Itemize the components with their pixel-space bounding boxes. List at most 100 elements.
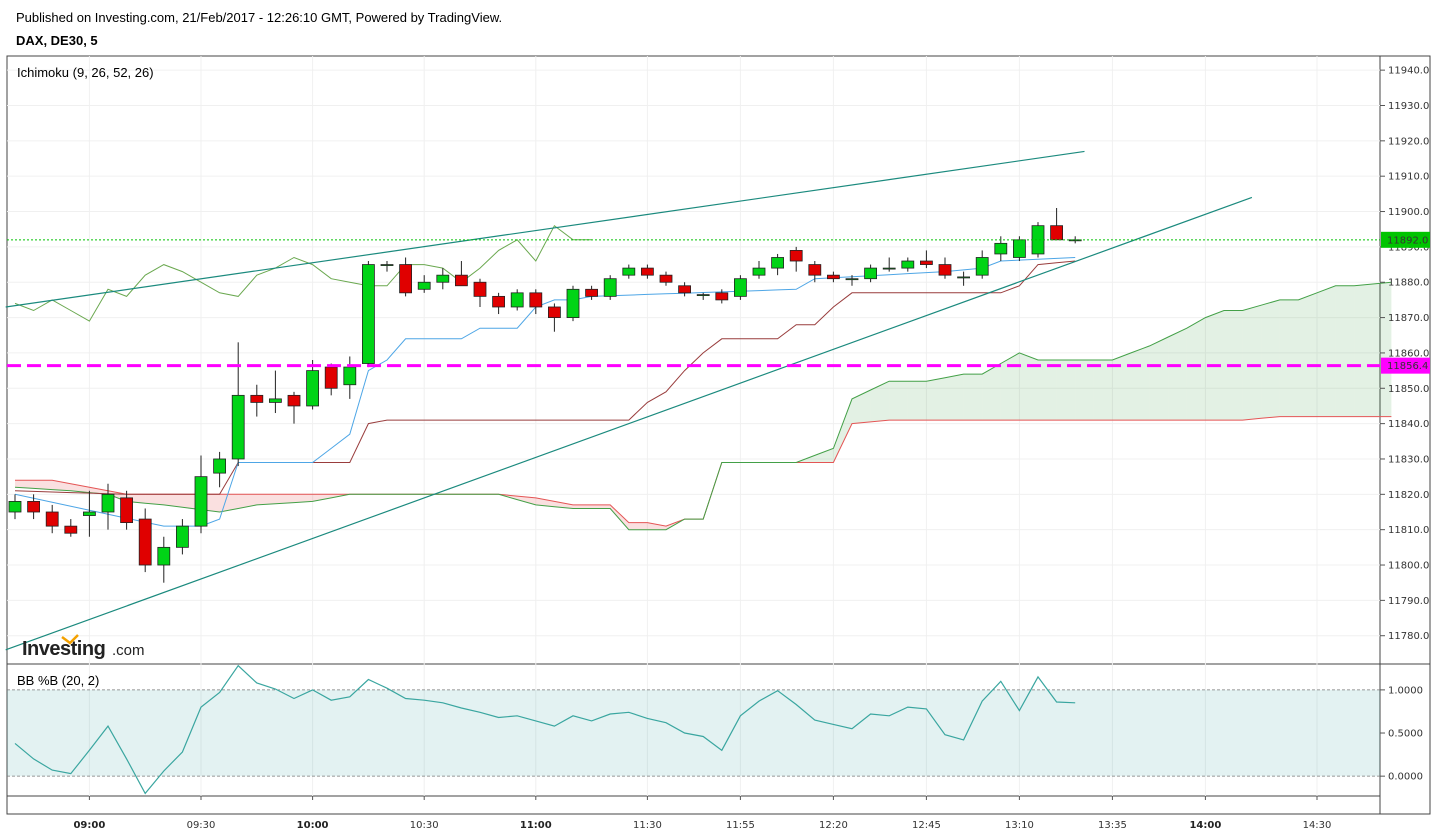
candle[interactable]: [436, 268, 450, 290]
candle-body: [864, 267, 877, 280]
candle[interactable]: [938, 257, 952, 279]
candle[interactable]: [827, 271, 840, 283]
candle-body: [268, 398, 282, 403]
price-tick-label: 11780.0: [1388, 631, 1429, 642]
cloud-segment: [1242, 305, 1262, 421]
candle[interactable]: [194, 455, 208, 534]
candle[interactable]: [808, 261, 822, 283]
overlays: [5, 150, 1380, 651]
cloud-segment: [870, 381, 890, 422]
candle[interactable]: [157, 536, 171, 583]
candle[interactable]: [548, 303, 561, 332]
candlesticks[interactable]: [8, 208, 1082, 583]
candle[interactable]: [1031, 222, 1045, 258]
candle[interactable]: [920, 250, 933, 269]
candle[interactable]: [864, 264, 877, 283]
candle-body: [808, 264, 822, 276]
cloud-segment: [1168, 328, 1187, 421]
cloud-segment: [163, 494, 183, 508]
candle[interactable]: [361, 261, 375, 368]
cloud-segment: [219, 494, 239, 512]
candle[interactable]: [45, 504, 59, 534]
candle-body: [957, 276, 970, 279]
candle[interactable]: [641, 264, 654, 279]
candle[interactable]: [231, 342, 245, 467]
candle[interactable]: [845, 275, 859, 286]
candle[interactable]: [175, 519, 189, 555]
candle[interactable]: [101, 483, 115, 530]
candle[interactable]: [882, 257, 896, 272]
candle[interactable]: [771, 253, 784, 276]
candle-body: [380, 264, 394, 266]
candle[interactable]: [789, 246, 803, 272]
candle[interactable]: [603, 275, 617, 300]
price-axis[interactable]: 11780.0 11790.0 11800.0 11810.0 11820.0 11830…: [1380, 66, 1430, 643]
support-tag: [1381, 357, 1430, 374]
candle[interactable]: [585, 285, 598, 300]
candle[interactable]: [27, 494, 41, 520]
candle[interactable]: [752, 261, 766, 279]
time-axis[interactable]: 09:00 09:30 10:00 10:30 11:00 11:30 11:55 12:20…: [73, 796, 1331, 831]
candle-body: [492, 295, 506, 308]
candle[interactable]: [213, 451, 227, 488]
candle-body: [343, 366, 357, 386]
candle[interactable]: [473, 278, 487, 307]
candle[interactable]: [492, 292, 506, 315]
candle[interactable]: [8, 494, 22, 520]
candle[interactable]: [343, 356, 357, 399]
candle[interactable]: [678, 282, 691, 297]
candle[interactable]: [454, 261, 468, 287]
candle[interactable]: [250, 384, 264, 417]
candle[interactable]: [399, 257, 413, 297]
cloud-segment: [982, 363, 1001, 421]
cloud-segment: [1261, 299, 1280, 419]
candle[interactable]: [994, 236, 1008, 262]
candle[interactable]: [734, 275, 747, 300]
candle[interactable]: [975, 250, 989, 279]
candle-body: [641, 267, 654, 276]
senkou-span-a-line: [14, 281, 1392, 531]
candle[interactable]: [417, 275, 431, 293]
candle[interactable]: [957, 271, 970, 286]
candle[interactable]: [659, 271, 673, 286]
candle[interactable]: [306, 360, 320, 410]
candle[interactable]: [901, 257, 915, 272]
candle-body: [27, 500, 41, 513]
candle[interactable]: [1050, 208, 1063, 241]
price-tick-label: 11810.0: [1388, 525, 1429, 536]
cloud-segment: [1354, 284, 1373, 417]
cloud-segment: [294, 494, 313, 503]
ichimoku-lines: [14, 224, 1392, 531]
candle[interactable]: [138, 508, 152, 573]
candle[interactable]: [380, 261, 394, 272]
cloud-segment: [1372, 282, 1392, 417]
candle-body: [157, 546, 171, 566]
candle[interactable]: [715, 289, 729, 304]
price-tick-label: 11910.0: [1388, 172, 1429, 183]
time-tick-label: 12:45: [912, 820, 941, 831]
candle[interactable]: [510, 289, 524, 311]
candle[interactable]: [529, 289, 543, 315]
candle[interactable]: [566, 285, 580, 322]
price-tick-label: 11800.0: [1388, 561, 1429, 572]
candle[interactable]: [268, 370, 282, 414]
candle-body: [213, 458, 227, 474]
kijun-sen-line: [14, 260, 1076, 495]
candle[interactable]: [696, 292, 710, 300]
candle-body: [175, 525, 189, 548]
candle-body: [8, 500, 22, 513]
candle[interactable]: [622, 264, 636, 279]
candle[interactable]: [120, 490, 133, 530]
grid: [7, 56, 1380, 796]
candle-body: [622, 267, 636, 276]
candle[interactable]: [83, 490, 96, 537]
logo-suffix: .com: [112, 642, 145, 659]
price-tick-label: 11940.0: [1388, 66, 1429, 77]
cloud-segment: [535, 497, 555, 507]
price-tick-label: 11880.0: [1388, 278, 1429, 289]
candle[interactable]: [324, 363, 338, 396]
candle[interactable]: [287, 391, 301, 424]
candle-body: [194, 476, 208, 527]
candle[interactable]: [64, 519, 78, 537]
